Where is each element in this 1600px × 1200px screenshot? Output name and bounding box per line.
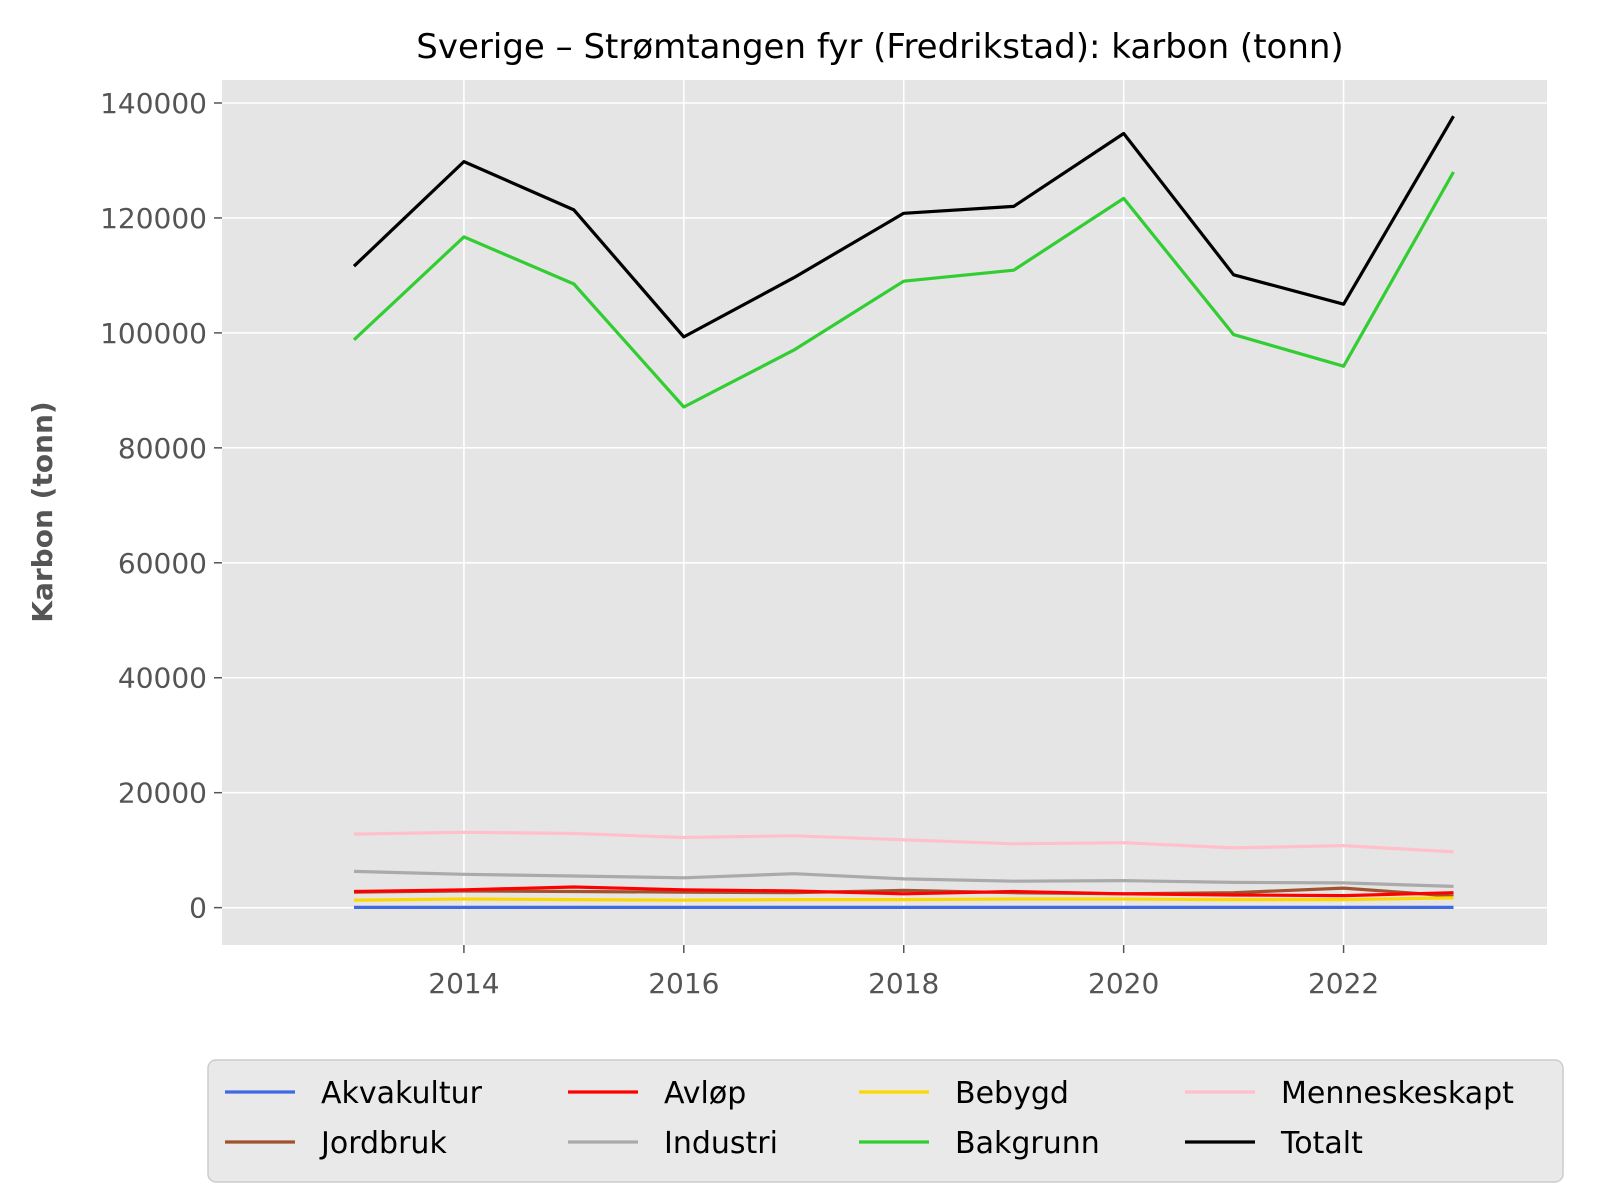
y-tick-label: 100000 xyxy=(100,317,207,350)
x-tick-label: 2022 xyxy=(1308,967,1379,1000)
legend-label-totalt: Totalt xyxy=(1280,1126,1363,1161)
series-line-jordbruk xyxy=(353,886,1454,898)
legend-entries: Akvakultur Jordbruk Avløp Industri Bebygd Bak… xyxy=(225,1076,1514,1161)
x-tick-label: 2018 xyxy=(868,967,939,1000)
legend-label-industri: Industri xyxy=(664,1126,778,1161)
series-line-industri xyxy=(353,869,1454,888)
y-tick-label: 20000 xyxy=(118,777,207,810)
series-line-menneskeskapt xyxy=(353,830,1454,854)
series-line-bakgrunn xyxy=(352,171,1455,409)
y-tick-label: 140000 xyxy=(100,87,207,120)
y-tick-label: 120000 xyxy=(100,202,207,235)
tick-labels: 2014 2016 2018 2020 2022 0 20000 40000 60000 8000… xyxy=(100,87,1379,1000)
legend-label-jordbruk: Jordbruk xyxy=(319,1126,447,1161)
chart-title: Sverige – Strømtangen fyr (Fredrikstad):… xyxy=(416,27,1343,67)
legend-label-bebygd: Bebygd xyxy=(955,1076,1069,1111)
y-tick-label: 60000 xyxy=(118,547,207,580)
x-tick-label: 2016 xyxy=(648,967,719,1000)
y-tick-label: 0 xyxy=(189,892,207,925)
legend-label-bakgrunn: Bakgrunn xyxy=(955,1126,1100,1161)
plot-area xyxy=(222,80,1547,945)
series-lines xyxy=(352,115,1455,910)
legend-label-akvakultur: Akvakultur xyxy=(321,1076,483,1111)
x-tick-label: 2020 xyxy=(1088,967,1159,1000)
series-line-bebygd xyxy=(353,896,1454,902)
legend-label-avlop: Avløp xyxy=(664,1076,746,1111)
series-line-avlop xyxy=(353,885,1454,898)
series-line-totalt xyxy=(352,115,1455,339)
y-axis-label: Karbon (tonn) xyxy=(26,401,59,622)
x-tick-label: 2014 xyxy=(428,967,499,1000)
y-tick-label: 40000 xyxy=(118,662,207,695)
legend-label-menneskeskapt: Menneskeskapt xyxy=(1281,1076,1514,1111)
y-tick-label: 80000 xyxy=(118,432,207,465)
